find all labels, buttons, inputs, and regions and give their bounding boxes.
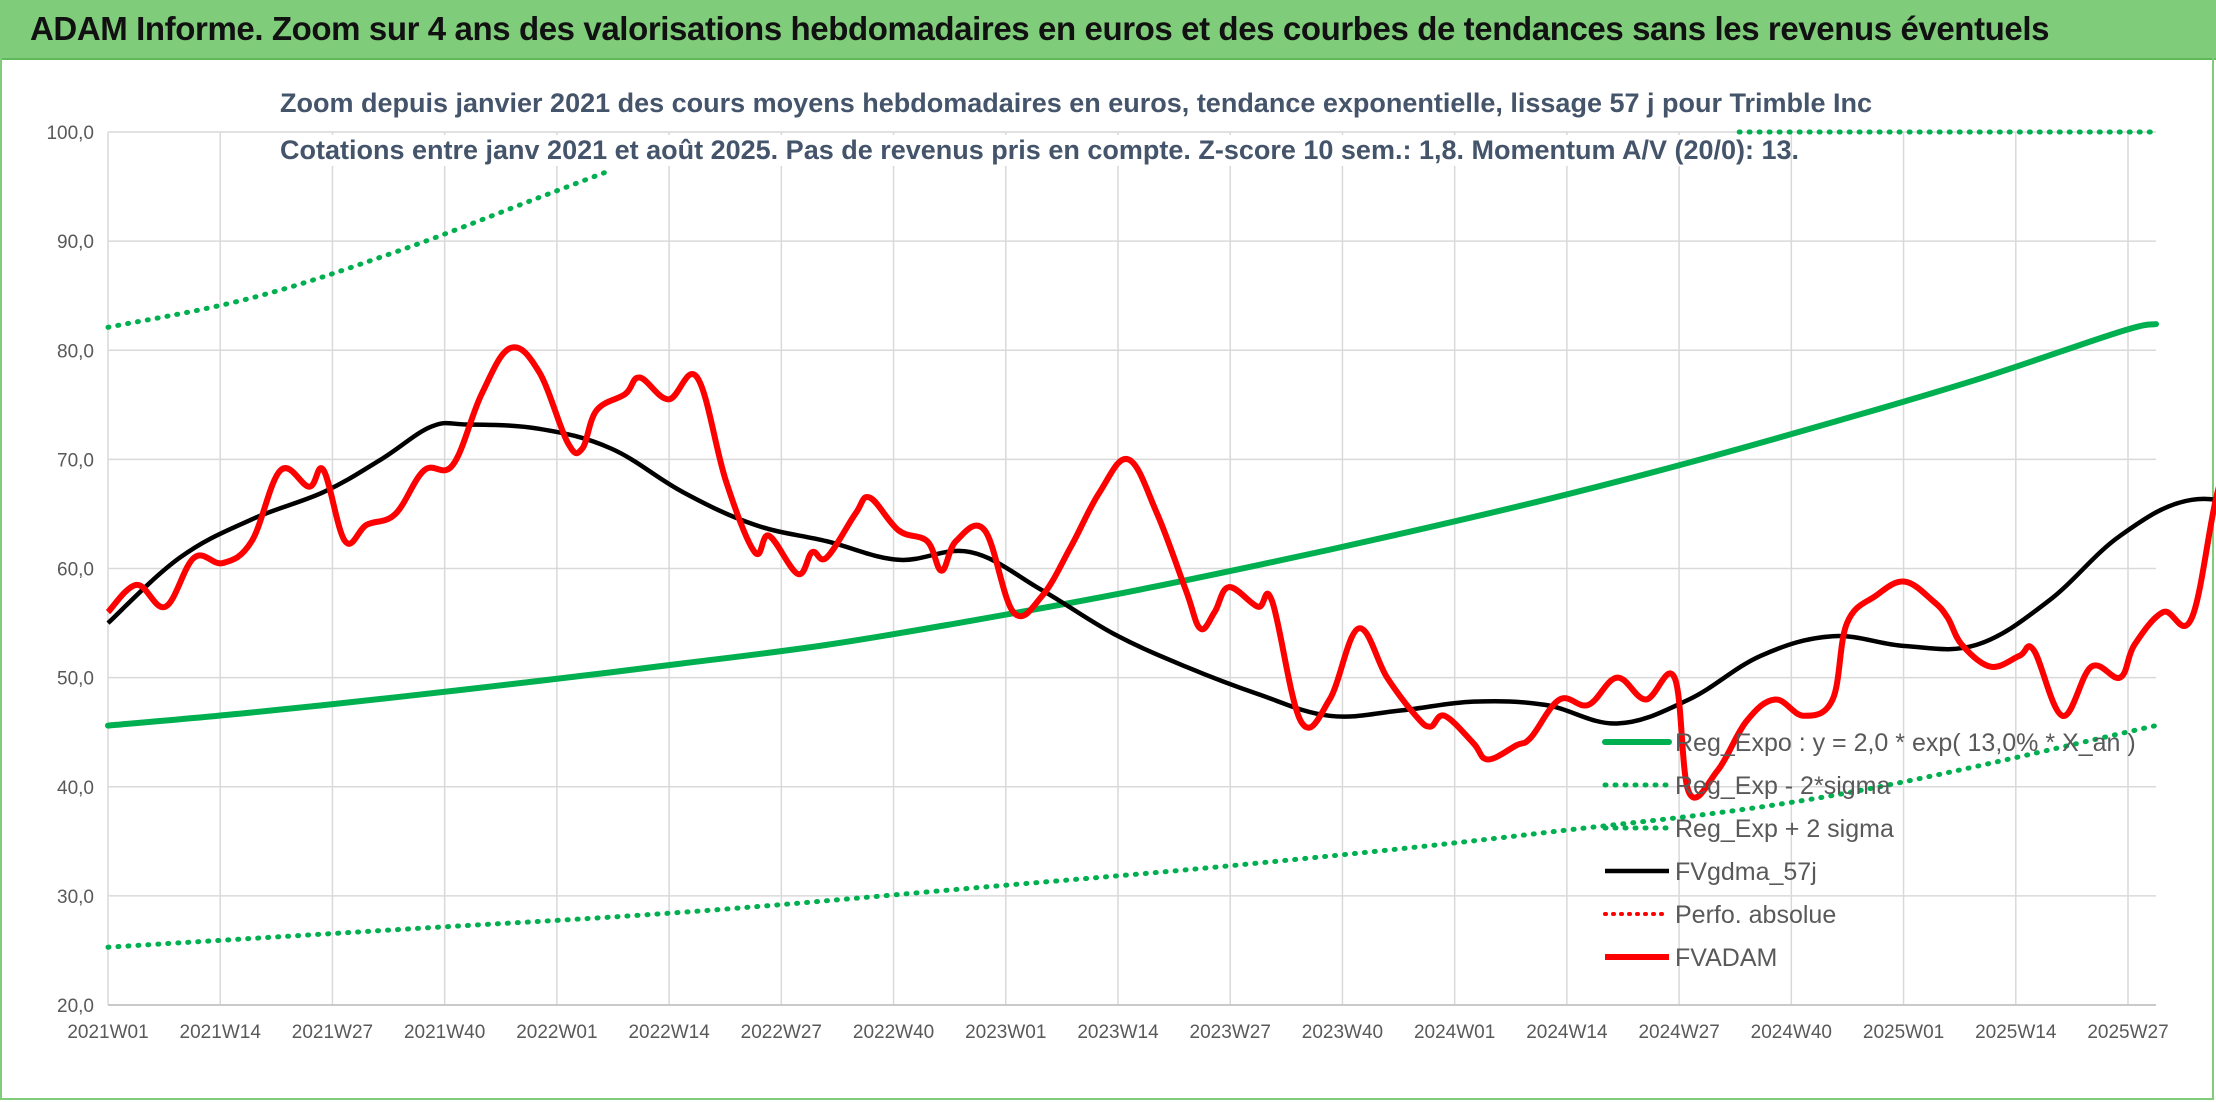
- fvgdma-57j-line: [106, 420, 2216, 726]
- x-tick-label: 2023W27: [1190, 1022, 1271, 1043]
- x-tick-label: 2025W01: [1863, 1022, 1944, 1043]
- chart-frame: [0, 58, 2214, 1100]
- chart-subtitle: Cotations entre janv 2021 et août 2025. …: [280, 135, 1800, 166]
- x-tick-label: 2023W14: [1077, 1022, 1159, 1043]
- y-tick-label: 20,0: [57, 996, 94, 1017]
- x-tick-label: 2024W27: [1638, 1022, 1719, 1043]
- x-tick-label: 2024W40: [1751, 1022, 1832, 1043]
- y-tick-label: 70,0: [57, 450, 94, 471]
- x-tick-label: 2025W27: [2087, 1022, 2168, 1043]
- x-tick-label: 2022W14: [628, 1022, 710, 1043]
- x-tick-label: 2022W27: [741, 1022, 822, 1043]
- x-tick-label: 2024W14: [1526, 1022, 1608, 1043]
- legend-label: FVADAM: [1675, 944, 1777, 972]
- x-tick-label: 2022W40: [853, 1022, 934, 1043]
- y-tick-label: 60,0: [57, 560, 94, 581]
- y-tick-label: 40,0: [57, 778, 94, 799]
- x-tick-label: 2021W01: [67, 1022, 148, 1043]
- y-tick-label: 50,0: [57, 669, 94, 690]
- legend-label: Reg_Exp + 2 sigma: [1675, 815, 1894, 843]
- reg-minus-2sigma-line: [105, 723, 2159, 950]
- y-tick-label: 90,0: [57, 232, 94, 253]
- banner-title: ADAM Informe. Zoom sur 4 ans des valoris…: [30, 10, 2050, 47]
- x-tick-label: 2025W14: [1975, 1022, 2057, 1043]
- x-tick-label: 2021W40: [404, 1022, 485, 1043]
- legend-label: Reg_Expo : y = 2,0 * exp( 13,0% * X_an ): [1675, 729, 2136, 757]
- y-tick-label: 30,0: [57, 887, 94, 908]
- legend-label: FVgdma_57j: [1675, 858, 1817, 886]
- x-tick-label: 2024W01: [1414, 1022, 1495, 1043]
- y-tick-label: 100,0: [46, 123, 94, 144]
- x-tick-label: 2021W27: [292, 1022, 373, 1043]
- title-banner: ADAM Informe. Zoom sur 4 ans des valoris…: [0, 0, 2216, 60]
- x-tick-label: 2021W14: [180, 1022, 262, 1043]
- x-tick-label: 2023W01: [965, 1022, 1046, 1043]
- reg-plus-2sigma-line: [105, 167, 614, 330]
- x-tick-label: 2023W40: [1302, 1022, 1383, 1043]
- legend-label: Reg_Exp - 2*sigma: [1675, 772, 1890, 800]
- y-tick-label: 80,0: [57, 341, 94, 362]
- reg-expo-line: [105, 321, 2159, 729]
- chart-title: Zoom depuis janvier 2021 des cours moyen…: [280, 88, 1873, 119]
- x-tick-label: 2022W01: [516, 1022, 597, 1043]
- legend-label: Perfo. absolue: [1675, 901, 1836, 929]
- fvadam-line: [105, 344, 2216, 801]
